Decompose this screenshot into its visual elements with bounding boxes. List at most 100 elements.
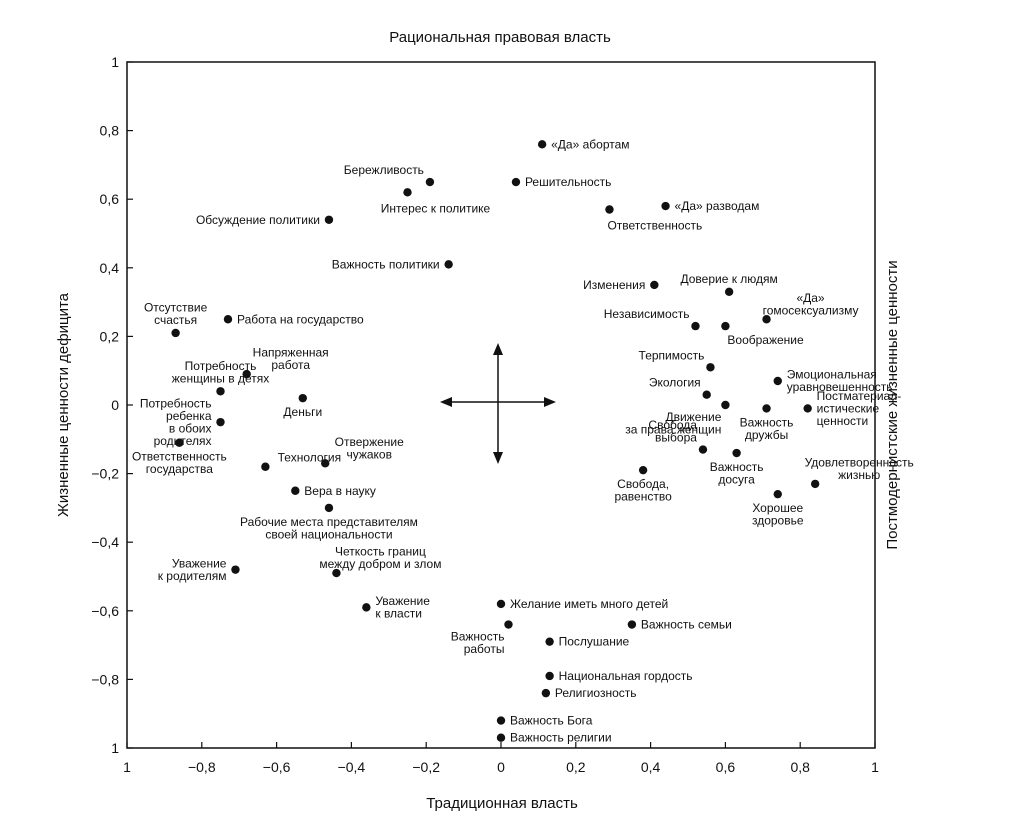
data-point bbox=[810, 479, 820, 489]
data-point-label: Ответственность государства bbox=[132, 450, 227, 477]
data-point-label: Эмоциональная уравновешенность bbox=[787, 368, 893, 395]
data-point bbox=[638, 465, 648, 475]
data-point-label-line: Напряженная bbox=[253, 346, 329, 360]
x-tick-label: 0 bbox=[497, 759, 505, 775]
data-point-label: Работа на государство bbox=[237, 312, 364, 326]
data-point-label-line: Работа на государство bbox=[237, 312, 364, 326]
data-point bbox=[216, 417, 225, 427]
data-point-label: Важность дружбы bbox=[740, 415, 794, 442]
data-point-label: Ответственность bbox=[607, 218, 702, 232]
data-point-label-line: Уважение bbox=[172, 556, 227, 570]
x-tick-label: 0,8 bbox=[790, 759, 810, 775]
y-tick-label: 0,2 bbox=[100, 328, 120, 344]
data-point-label-line: Отвержение bbox=[335, 435, 404, 449]
data-point bbox=[332, 568, 341, 578]
data-point-label: Важность религии bbox=[510, 731, 612, 745]
data-point-label: Желание иметь много детей bbox=[510, 597, 668, 611]
x-tick-label: 1 bbox=[123, 759, 131, 775]
data-point-label: Решительность bbox=[525, 175, 611, 189]
data-point-label-line: выбора bbox=[655, 431, 697, 445]
data-point-label: Независимость bbox=[604, 307, 690, 321]
x-tick-label: 0,4 bbox=[641, 759, 661, 775]
data-point-label-line: работа bbox=[271, 358, 310, 372]
data-point-label-line: между добром и злом bbox=[319, 557, 441, 571]
y-tick-label: 0,8 bbox=[100, 123, 120, 139]
data-point-label: Уважение к родителям bbox=[158, 556, 227, 583]
data-point-label: «Да» гомосексуализму bbox=[763, 291, 859, 318]
data-point bbox=[605, 205, 614, 214]
data-point bbox=[721, 321, 730, 331]
data-point-label: Напряженная работа bbox=[253, 346, 329, 373]
data-point-label-line: работы bbox=[464, 642, 505, 656]
data-point-label-line: Уважение bbox=[375, 594, 430, 608]
data-point bbox=[537, 140, 547, 149]
data-point-label-line: Эмоциональная bbox=[787, 368, 877, 382]
data-point bbox=[324, 215, 334, 224]
data-point-label: Важность семьи bbox=[641, 618, 732, 632]
data-point-label-line: Движение bbox=[665, 410, 721, 424]
data-point-label-line: Интерес к политике bbox=[381, 201, 491, 215]
y-tick-label: −0,2 bbox=[91, 466, 119, 482]
data-point-label-line: Бережливость bbox=[344, 163, 424, 177]
data-point-label-line: досуга bbox=[718, 473, 755, 487]
data-point-label-line: Технология bbox=[278, 451, 342, 465]
data-point bbox=[403, 188, 412, 197]
data-point-label-line: счастья bbox=[154, 313, 197, 327]
data-point-label: Экология bbox=[649, 376, 701, 390]
data-point-label-line: чужаков bbox=[346, 447, 392, 461]
data-point bbox=[231, 565, 240, 574]
data-point-label-line: к власти bbox=[375, 607, 422, 621]
data-point bbox=[324, 503, 334, 513]
data-point-label-line: равенство bbox=[614, 490, 672, 504]
data-point bbox=[298, 393, 307, 403]
data-point-label-line: Независимость bbox=[604, 307, 690, 321]
arrow-down-icon bbox=[493, 452, 503, 464]
data-point-label-line: Обсуждение политики bbox=[196, 213, 320, 227]
data-point-label-line: гомосексуализму bbox=[763, 303, 859, 317]
data-point-label-line: ребенка bbox=[166, 409, 212, 423]
data-point-label: Потребность женщины в детях bbox=[172, 359, 269, 386]
data-point-label-line: Вера в науку bbox=[304, 484, 376, 498]
data-point-label-line: истические bbox=[817, 401, 880, 415]
data-point-label: «Да» абортам bbox=[551, 137, 629, 151]
data-point-label: Свобода, равенство bbox=[614, 477, 672, 504]
data-point-label: Воображение bbox=[727, 333, 804, 347]
data-point-label-line: Важность политики bbox=[332, 257, 440, 271]
data-point-label-line: Решительность bbox=[525, 175, 611, 189]
data-point bbox=[724, 287, 734, 297]
data-point-label: Отвержение чужаков bbox=[335, 435, 404, 462]
x-tick-label: −0,8 bbox=[188, 759, 216, 775]
data-point-label-line: ценности bbox=[817, 414, 869, 428]
data-point bbox=[504, 620, 513, 629]
data-point bbox=[171, 328, 180, 338]
data-point-label: Важность досуга bbox=[710, 460, 764, 487]
data-point-label: Технология bbox=[278, 451, 342, 465]
data-point-label-line: Рабочие места представителям bbox=[240, 515, 418, 529]
arrow-left-icon bbox=[440, 397, 452, 407]
data-point bbox=[661, 201, 670, 211]
data-point bbox=[773, 376, 782, 386]
data-point bbox=[541, 688, 551, 698]
data-point-label-line: Важность bbox=[451, 630, 505, 644]
data-point-label-line: Важность bbox=[710, 460, 764, 474]
data-point bbox=[773, 489, 782, 499]
data-point bbox=[762, 315, 771, 324]
x-axis-label: Традиционная власть bbox=[426, 795, 578, 812]
data-point-label-line: здоровье bbox=[752, 514, 804, 528]
data-point-label: Важность Бога bbox=[510, 714, 593, 728]
y-tick-label: 0,6 bbox=[100, 191, 120, 207]
data-point-label: Послушание bbox=[559, 635, 630, 649]
y-tick-label: 0 bbox=[111, 397, 119, 413]
data-point-label-line: государства bbox=[146, 462, 213, 476]
data-point bbox=[545, 637, 554, 646]
data-point bbox=[216, 387, 225, 396]
data-point-label-line: «Да» разводам bbox=[675, 199, 760, 213]
data-point-label: Национальная гордость bbox=[559, 669, 693, 683]
data-point-label-line: за права женщин bbox=[625, 423, 721, 437]
data-point bbox=[362, 603, 371, 612]
data-point-label: Рабочие места представителям своей национ… bbox=[240, 515, 418, 542]
data-point-label-line: Важность Бога bbox=[510, 714, 593, 728]
data-point-label-line: Национальная гордость bbox=[559, 669, 693, 683]
x-tick-label: −0,2 bbox=[412, 759, 440, 775]
